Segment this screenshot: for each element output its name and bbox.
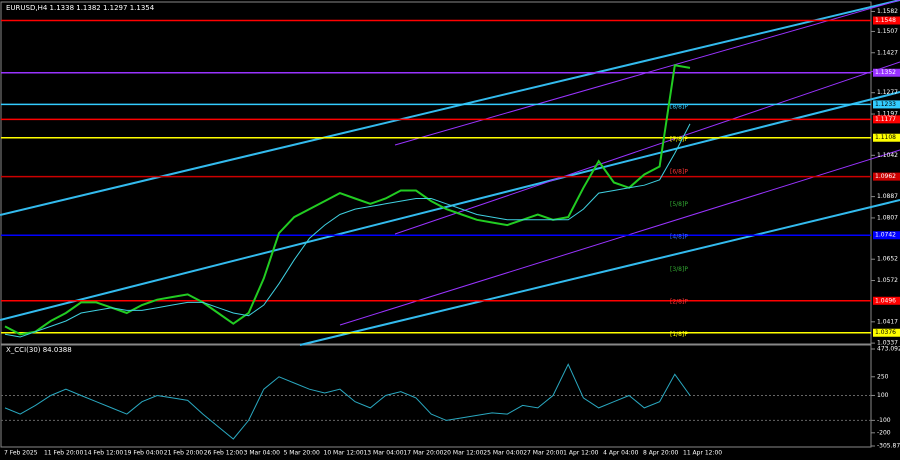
level-label-box (873, 68, 900, 77)
x-tick-label: 20 Mar 12:00 (443, 450, 483, 457)
murray-label: [5/8]P (670, 201, 688, 208)
level-label-box (873, 231, 900, 240)
y-tick-label: 1.1277 (877, 89, 898, 96)
x-tick-label: 1 Apr 12:00 (563, 450, 598, 457)
y-tick-label: 1.1427 (877, 49, 898, 56)
trend-line (0, 0, 900, 216)
level-label: 1.0376 (875, 329, 896, 336)
x-tick-label: 14 Feb 12:00 (84, 450, 124, 457)
y-tick-label: 473.0924 (877, 346, 900, 353)
series-line (4, 123, 691, 338)
x-tick-label: 7 Feb 2025 (4, 450, 38, 457)
x-tick-label: 13 Mar 04:00 (363, 450, 403, 457)
x-tick-label: 10 Mar 12:00 (324, 450, 364, 457)
level-label: 1.1233 (875, 101, 896, 108)
level-label-box (873, 100, 900, 109)
y-tick-label: 1.0652 (877, 256, 898, 263)
y-tick-label: 250 (877, 373, 889, 380)
x-tick-label: 27 Mar 20:00 (523, 450, 563, 457)
level-label: 1.0962 (875, 173, 896, 180)
channel-line (339, 149, 900, 326)
y-tick-label: 1.0807 (877, 214, 898, 221)
level-label-box (873, 328, 900, 337)
murray-label: [4/8]P (670, 234, 688, 241)
level-label-box (873, 172, 900, 181)
x-tick-label: 11 Feb 20:00 (44, 450, 84, 457)
chart-title: EURUSD,H4 1.1338 1.1382 1.1297 1.1354 (6, 4, 155, 12)
y-tick-label: -100 (877, 417, 891, 424)
murray-label: [2/8]P (670, 299, 688, 306)
y-tick-label: 1.0887 (877, 193, 898, 200)
murray-label: [6/8]P (670, 169, 688, 176)
y-tick-label: 1.0417 (877, 318, 898, 325)
y-tick-label: -305.8779 (877, 443, 900, 450)
y-tick-label: 1.0572 (877, 277, 898, 284)
x-tick-label: 26 Feb 12:00 (204, 450, 244, 457)
channel-line (394, 61, 900, 235)
level-label-box (873, 16, 900, 25)
trend-line (0, 91, 900, 321)
trend-line (299, 199, 900, 346)
x-tick-label: 11 Apr 12:00 (683, 450, 722, 457)
level-label: 1.1352 (875, 69, 896, 76)
y-tick-label: -200 (877, 429, 891, 436)
murray-label: [1/8]P (670, 331, 688, 338)
y-tick-label: 1.1042 (877, 152, 898, 159)
level-label-box (873, 296, 900, 305)
level-label: 1.0742 (875, 232, 896, 239)
level-label: 1.1177 (875, 116, 896, 123)
y-tick-label: 1.1582 (877, 8, 898, 15)
x-tick-label: 8 Apr 20:00 (643, 450, 678, 457)
murray-label: [3/8]P (670, 266, 688, 273)
x-tick-label: 25 Mar 04:00 (483, 450, 523, 457)
series-line (4, 64, 691, 336)
y-tick-label: 1.0337 (877, 340, 898, 347)
murray-label: [7/8]P (670, 136, 688, 143)
price-panel (0, 1, 872, 345)
cci-panel (0, 344, 872, 448)
level-label: 1.1108 (875, 134, 896, 141)
x-tick-label: 17 Mar 20:00 (403, 450, 443, 457)
y-tick-label: 1.1197 (877, 111, 898, 118)
series-line (4, 363, 691, 440)
level-label: 1.1548 (875, 17, 896, 24)
x-tick-label: 5 Mar 20:00 (284, 450, 320, 457)
x-tick-label: 19 Feb 04:00 (124, 450, 164, 457)
y-tick-label: 100 (877, 392, 889, 399)
cci-title: X_CCI(30) 84.0388 (6, 346, 72, 354)
level-label: 1.0496 (875, 297, 896, 304)
x-tick-label: 4 Apr 04:00 (603, 450, 638, 457)
level-label-box (873, 115, 900, 124)
murray-label: [8/8]P (670, 104, 688, 111)
y-tick-label: 1.1507 (877, 28, 898, 35)
level-label-box (873, 133, 900, 142)
x-tick-label: 21 Feb 20:00 (164, 450, 204, 457)
x-tick-label: 3 Mar 04:00 (244, 450, 280, 457)
